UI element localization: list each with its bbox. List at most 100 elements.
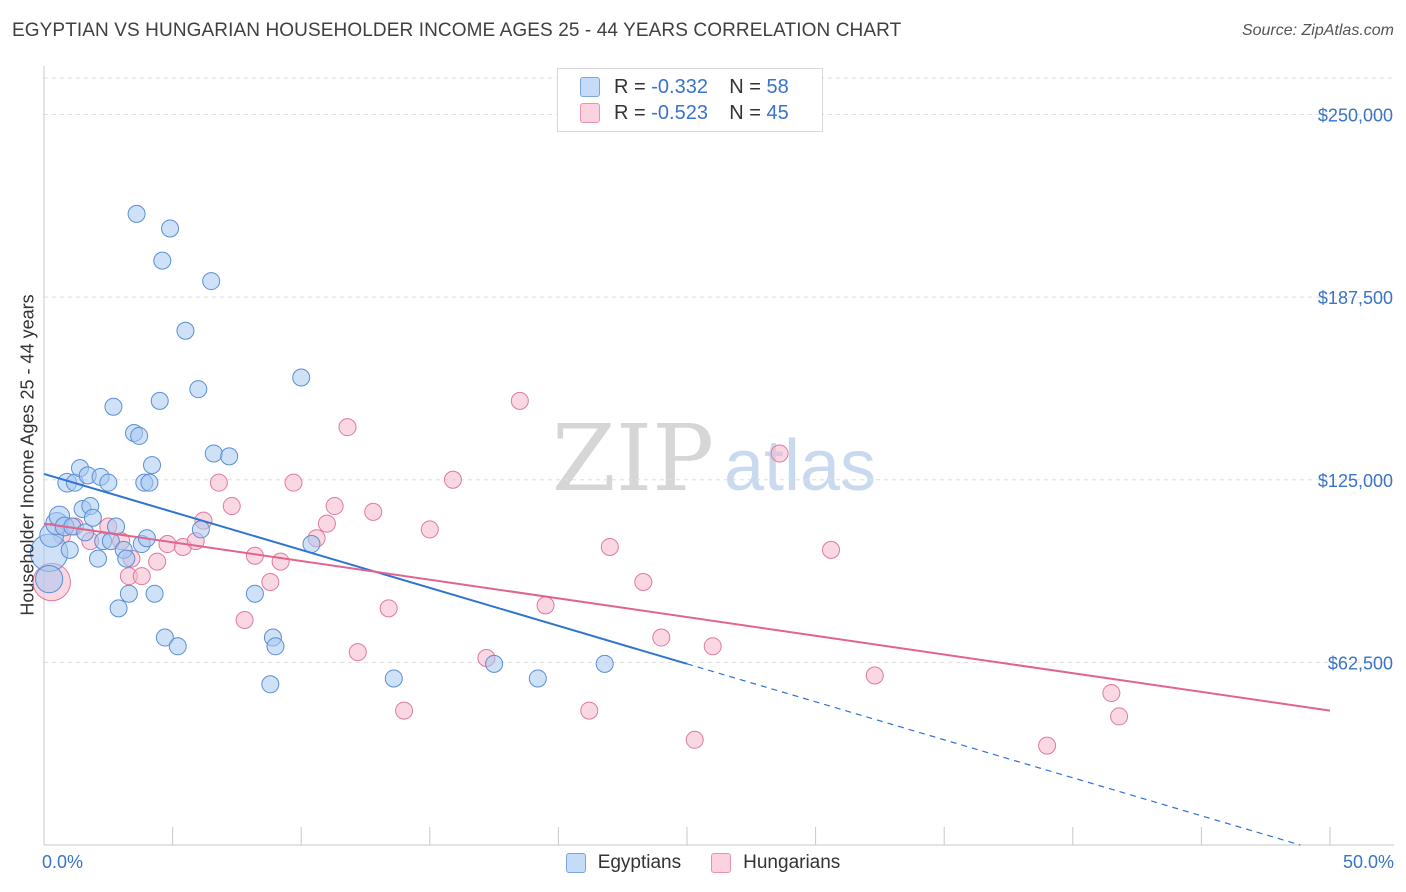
- hungarian-point: [271, 552, 290, 571]
- hungarian-point: [865, 666, 884, 685]
- legend-n-label: N =: [729, 101, 761, 124]
- legend-r-label: R =: [614, 75, 646, 98]
- egyptian-point: [292, 368, 311, 387]
- egyptian-point: [60, 540, 79, 559]
- legend-r-value: -0.523: [651, 101, 708, 124]
- hungarian-point: [703, 637, 722, 656]
- legend-r-value: -0.332: [651, 75, 708, 98]
- egyptian-point: [35, 565, 64, 594]
- chart-title: EGYPTIAN VS HUNGARIAN HOUSEHOLDER INCOME…: [12, 20, 902, 41]
- x-tick-label-max: 50.0%: [1342, 852, 1394, 872]
- egyptian-point: [150, 391, 169, 410]
- egyptian-trend-extension: [686, 663, 1301, 846]
- egyptian-point: [168, 637, 187, 656]
- egyptian-point: [104, 397, 123, 416]
- hungarian-point: [317, 514, 336, 533]
- watermark-atlas: atlas: [724, 426, 876, 506]
- series-legend-egyptians: Egyptians: [565, 852, 682, 874]
- egyptian-point: [140, 473, 159, 492]
- egyptian-point: [485, 654, 504, 673]
- hungarian-point: [395, 701, 414, 720]
- series-label-hungarians: Hungarians: [743, 852, 841, 873]
- legend-r-label: R =: [614, 101, 646, 124]
- legend-row-hungarians: R = -0.523 N = 45: [580, 101, 789, 125]
- y-tick-label: $187,500: [1318, 288, 1393, 308]
- hungarian-point: [770, 444, 789, 463]
- series-legend: Egyptians Hungarians: [0, 852, 1406, 874]
- hungarian-point: [600, 537, 619, 556]
- egyptian-point: [143, 456, 162, 475]
- hungarian-point: [235, 611, 254, 630]
- y-axis-label: Householder Income Ages 25 - 44 years: [17, 294, 38, 616]
- legend-n-label: N =: [729, 75, 761, 98]
- hungarian-point: [338, 418, 357, 437]
- egyptian-trend-line: [43, 472, 688, 665]
- egyptian-point: [127, 204, 146, 223]
- legend-n-value: 58: [766, 75, 789, 98]
- legend-n-value: 45: [766, 101, 789, 124]
- correlation-legend: R = -0.332 N = 58 R = -0.523 N = 45: [557, 68, 823, 132]
- series-label-egyptians: Egyptians: [597, 852, 682, 873]
- egyptian-point: [261, 675, 280, 694]
- legend-swatch-egyptians: [580, 77, 600, 97]
- hungarian-point: [209, 473, 228, 492]
- legend-row-egyptians: R = -0.332 N = 58: [580, 75, 789, 99]
- hungarian-point: [364, 502, 383, 521]
- hungarian-point: [148, 552, 167, 571]
- egyptian-point: [202, 272, 221, 291]
- hungarian-point: [685, 730, 704, 749]
- egyptian-point: [204, 444, 223, 463]
- hungarian-point: [158, 535, 177, 554]
- hungarian-point: [284, 473, 303, 492]
- hungarian-point: [634, 573, 653, 592]
- hungarian-point: [379, 599, 398, 618]
- egyptian-point: [153, 251, 172, 270]
- hungarian-point: [580, 701, 599, 720]
- hungarian-trend-line: [43, 522, 1331, 712]
- hungarian-point: [536, 596, 555, 615]
- series-swatch-hungarians: [711, 853, 732, 873]
- egyptian-point: [191, 520, 210, 539]
- hungarian-point: [420, 520, 439, 539]
- egyptian-point: [176, 321, 195, 340]
- x-tick-label-min: 0.0%: [42, 852, 84, 872]
- hungarian-point: [222, 497, 241, 516]
- egyptian-point: [266, 637, 285, 656]
- egyptian-point: [89, 549, 108, 568]
- y-tick-label: $250,000: [1318, 106, 1393, 126]
- hungarian-point: [822, 540, 841, 559]
- egyptian-point: [83, 508, 102, 527]
- egyptian-point: [302, 535, 321, 554]
- source-label: Source: ZipAtlas.com: [1241, 22, 1394, 39]
- egyptian-point: [189, 380, 208, 399]
- hungarian-point: [510, 391, 529, 410]
- egyptian-point: [384, 669, 403, 688]
- egyptian-point: [145, 584, 164, 603]
- egyptian-point: [595, 654, 614, 673]
- hungarian-point: [348, 643, 367, 662]
- egyptian-point: [528, 669, 547, 688]
- egyptian-point: [117, 549, 136, 568]
- egyptian-point: [245, 584, 264, 603]
- egyptian-point: [161, 219, 180, 238]
- hungarian-point: [132, 567, 151, 586]
- hungarian-point: [443, 470, 462, 489]
- watermark-zip: ZIP: [552, 405, 714, 512]
- series-swatch-egyptians: [565, 853, 586, 873]
- hungarian-point: [325, 497, 344, 516]
- egyptian-point: [155, 628, 174, 647]
- egyptian-point: [109, 599, 128, 618]
- egyptian-point: [130, 426, 149, 445]
- hungarian-point: [1110, 707, 1129, 726]
- egyptian-point: [220, 447, 239, 466]
- hungarian-point: [1038, 736, 1057, 755]
- hungarian-point: [1102, 684, 1121, 703]
- y-tick-label: $62,500: [1328, 653, 1393, 673]
- egyptian-point: [99, 473, 118, 492]
- hungarian-point: [261, 573, 280, 592]
- series-legend-hungarians: Hungarians: [711, 852, 840, 874]
- y-tick-label: $125,000: [1318, 471, 1393, 491]
- hungarian-point: [652, 628, 671, 647]
- legend-swatch-hungarians: [580, 103, 600, 123]
